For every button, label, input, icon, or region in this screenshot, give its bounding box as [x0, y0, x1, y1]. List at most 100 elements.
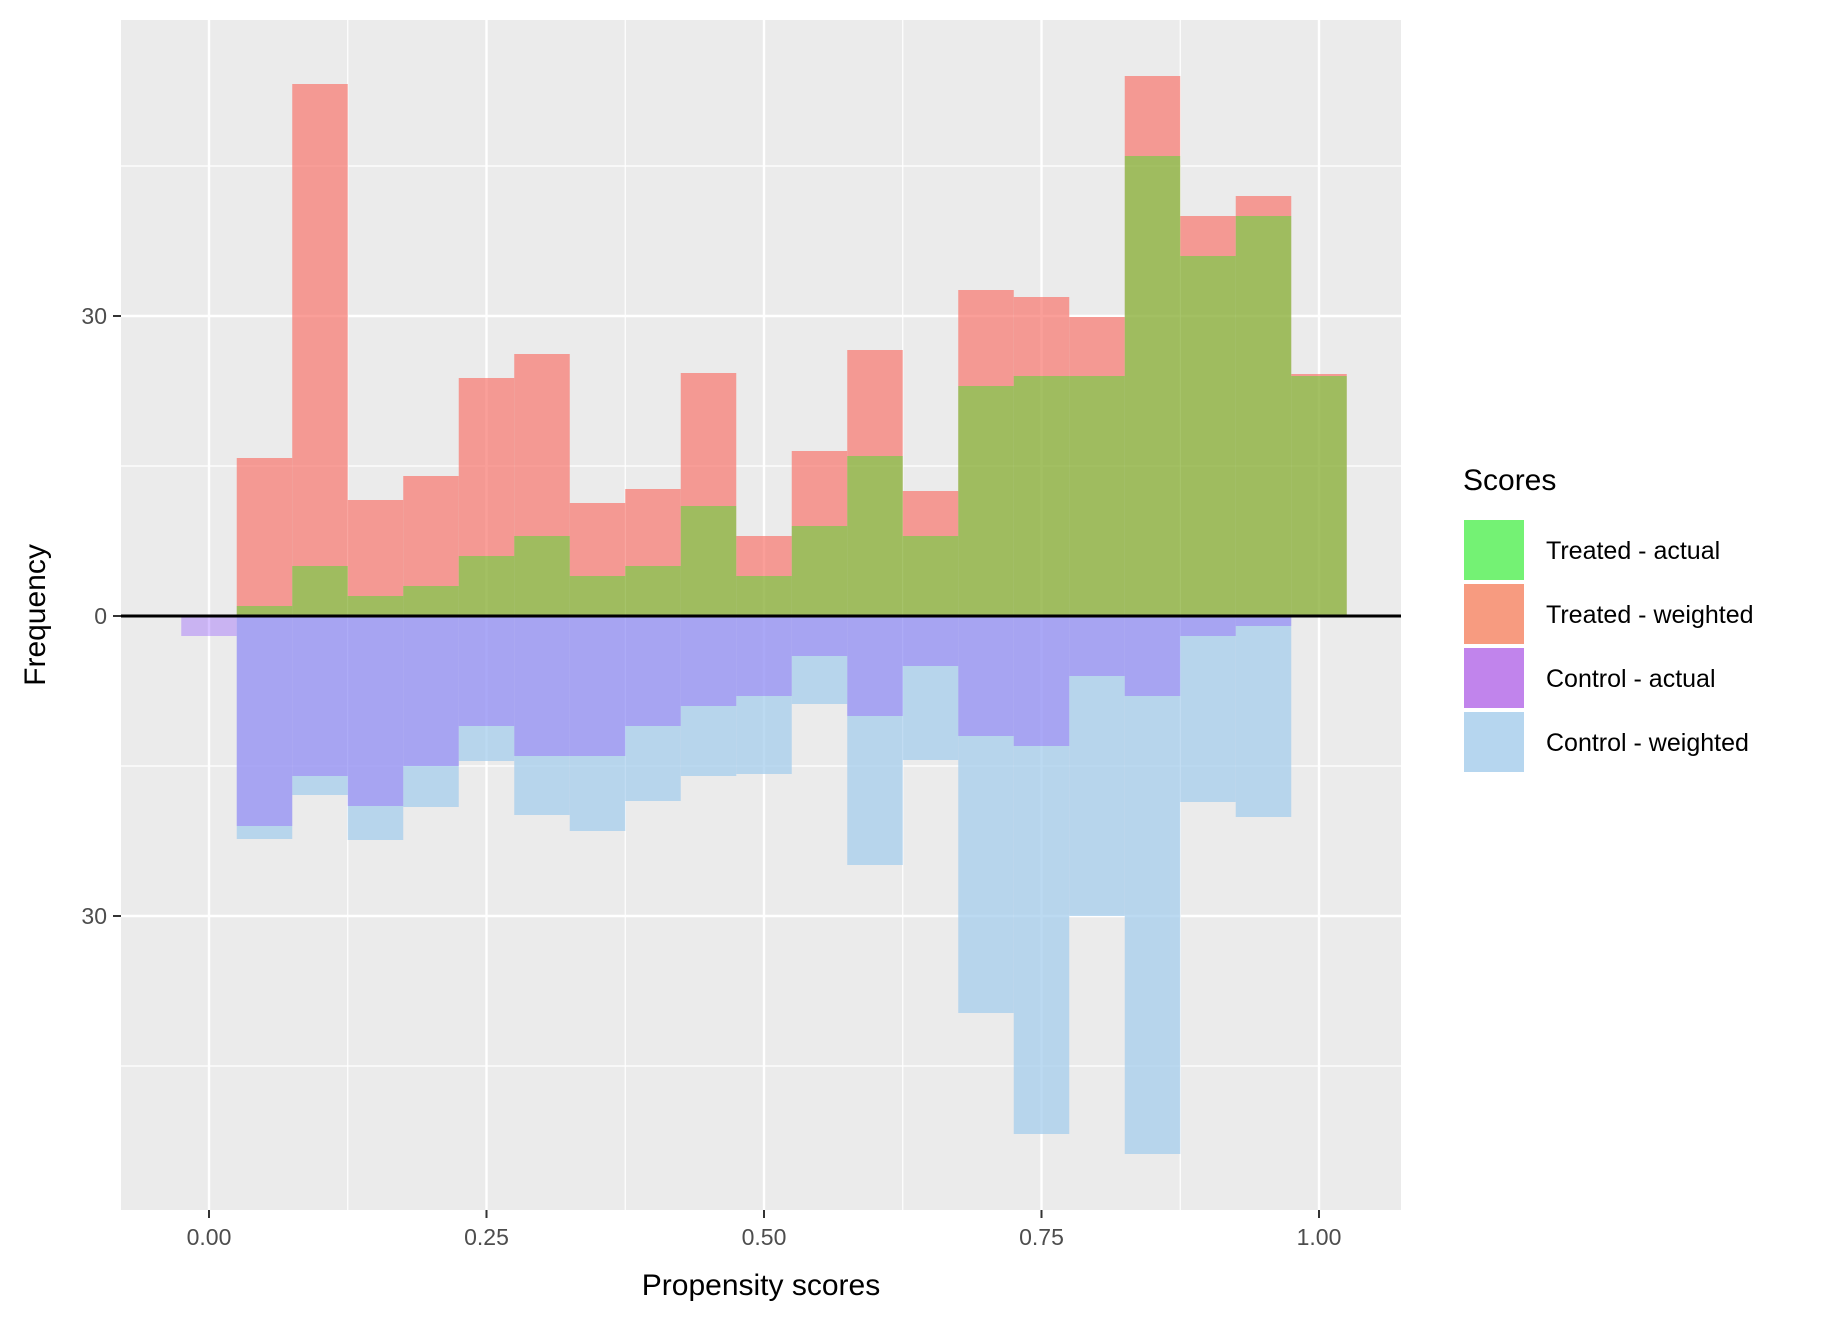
bar-control-actual [791, 616, 848, 656]
bar-treated-weighted [791, 451, 848, 616]
legend-label: Control - actual [1546, 665, 1716, 693]
bar-control-actual [1235, 616, 1292, 626]
bar-treated-actual [680, 506, 737, 616]
bar-treated-actual [236, 606, 293, 616]
y-axis-ticks: 30 0 30 [81, 303, 121, 929]
bar-control-actual [736, 616, 792, 696]
bar-treated-weighted [1235, 196, 1292, 616]
bar-control-actual [1013, 616, 1070, 746]
bar-control-weighted [847, 616, 903, 865]
bar-treated-weighted [347, 500, 404, 616]
y-tick-label: 0 [94, 603, 107, 629]
bar-control-weighted [680, 616, 737, 776]
bar-treated-actual [791, 526, 848, 616]
bar-treated-weighted [847, 350, 903, 616]
bar-treated-weighted [1124, 76, 1181, 616]
bar-control-weighted [958, 616, 1014, 1013]
bar-control-weighted [1124, 616, 1181, 1154]
bar-treated-weighted [403, 476, 459, 616]
bar-treated-weighted [236, 458, 293, 616]
bar-control-actual [1124, 616, 1181, 696]
y-tick-label: 30 [81, 303, 107, 329]
bar-control-actual [1180, 616, 1236, 636]
bar-treated-actual [514, 536, 570, 616]
bar-control-actual [181, 616, 237, 636]
bar-treated-weighted [1069, 317, 1125, 616]
bar-control-weighted [1013, 616, 1070, 1134]
bar-control-actual [680, 616, 737, 706]
bar-control-actual [569, 616, 626, 756]
legend: Scores Treated - actual Treated - weighte… [1462, 464, 1754, 774]
legend-key [1462, 710, 1526, 774]
x-tick-label: 0.75 [1019, 1224, 1064, 1250]
bar-control-weighted [458, 616, 515, 761]
bar-treated-actual [1291, 376, 1347, 616]
bar-control-weighted [514, 616, 570, 815]
bar-control-weighted [1069, 616, 1125, 916]
legend-label: Control - weighted [1546, 729, 1749, 757]
bar-treated-weighted [1180, 216, 1236, 616]
x-axis-title: Propensity scores [642, 1269, 880, 1302]
bar-control-weighted [569, 616, 626, 831]
legend-key [1462, 582, 1526, 646]
x-tick-label: 1.00 [1297, 1224, 1342, 1250]
bar-treated-weighted [902, 491, 959, 616]
bar-control-weighted [625, 616, 681, 801]
legend-label: Treated - actual [1546, 537, 1720, 565]
bar-treated-weighted [514, 354, 570, 616]
bar-control-weighted [791, 616, 848, 704]
x-axis-ticks: 0.00 0.25 0.50 0.75 1.00 [187, 1210, 1342, 1250]
bar-control-actual [847, 616, 903, 716]
y-axis-title: Frequency [19, 544, 52, 686]
bar-control-actual [514, 616, 570, 756]
bar-treated-actual [847, 456, 903, 616]
bar-control-weighted [1180, 616, 1236, 802]
bar-control-weighted [347, 616, 404, 840]
bar-treated-weighted [1013, 297, 1070, 616]
bar-treated-weighted [1291, 374, 1347, 616]
bar-control-weighted [902, 616, 959, 760]
bar-treated-actual [292, 566, 348, 616]
x-tick-label: 0.00 [187, 1224, 232, 1250]
bar-control-weighted [236, 616, 293, 839]
bar-treated-actual [347, 596, 404, 616]
bar-control-weighted [736, 616, 792, 774]
bar-treated-actual [569, 576, 626, 616]
bar-control-weighted [1235, 616, 1292, 817]
bar-control-actual [902, 616, 959, 666]
bar-control-weighted [292, 616, 348, 795]
bar-control-actual [292, 616, 348, 776]
bar-control-weighted [403, 616, 459, 807]
bar-treated-actual [958, 386, 1014, 616]
bar-treated-actual [1235, 216, 1292, 616]
bar-treated-weighted [680, 373, 737, 616]
bar-control-actual [403, 616, 459, 766]
bar-control-actual [1069, 616, 1125, 676]
bar-treated-actual [625, 566, 681, 616]
bar-treated-weighted [736, 536, 792, 616]
bar-treated-actual [403, 586, 459, 616]
bar-treated-weighted [569, 503, 626, 616]
bar-treated-weighted [958, 290, 1014, 616]
legend-label: Treated - weighted [1546, 601, 1754, 629]
bar-treated-actual [1069, 376, 1125, 616]
legend-key [1462, 646, 1526, 710]
bar-treated-actual [1124, 156, 1181, 616]
x-tick-label: 0.50 [742, 1224, 787, 1250]
bar-treated-actual [1180, 256, 1236, 616]
bar-control-actual [347, 616, 404, 806]
legend-key [1462, 518, 1526, 582]
bar-treated-actual [1013, 376, 1070, 616]
y-tick-label: 30 [81, 903, 107, 929]
x-tick-label: 0.25 [464, 1224, 509, 1250]
bar-treated-actual [736, 576, 792, 616]
bar-treated-actual [458, 556, 515, 616]
bar-control-actual [236, 616, 293, 826]
bar-control-actual [958, 616, 1014, 736]
bar-treated-weighted [458, 378, 515, 616]
bar-control-actual [458, 616, 515, 726]
legend-title: Scores [1463, 464, 1556, 497]
histogram-bars [181, 76, 1347, 1154]
bar-treated-weighted [292, 84, 348, 616]
